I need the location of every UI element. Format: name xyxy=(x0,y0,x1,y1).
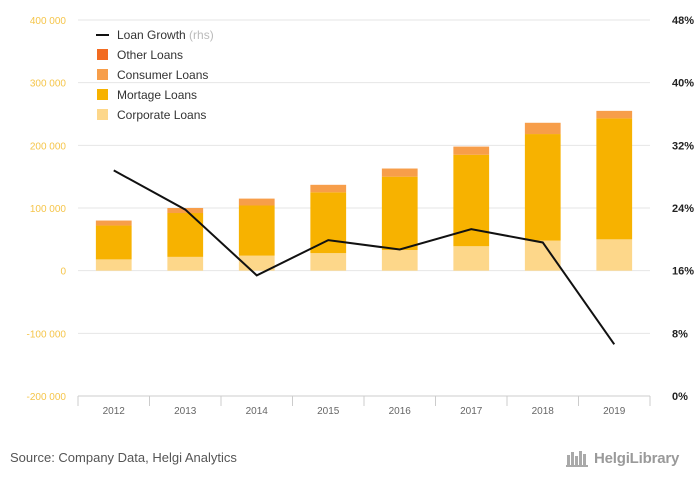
bar-corporate-loans xyxy=(95,259,132,271)
y-right-tick-label: 48% xyxy=(672,15,694,27)
line-loan-growth xyxy=(113,169,616,345)
y-right-tick-label: 24% xyxy=(672,203,694,215)
chart-svg: 400 000 300 000 200 000 100 000 0 -100 000 -20… xyxy=(27,15,695,417)
legend-label: Loan Growth (rhs) xyxy=(117,28,214,42)
y-left-tick-label: 200 000 xyxy=(30,141,67,152)
y-left-tick-label: -100 000 xyxy=(27,329,67,340)
bar-corporate-loans xyxy=(453,246,490,271)
bar-mortage-loans xyxy=(310,192,347,254)
legend-swatch xyxy=(97,49,108,60)
bar-consumer-loans xyxy=(95,220,132,226)
legend-swatch xyxy=(97,69,108,80)
y-left-tick-label: -200 000 xyxy=(27,392,67,403)
bar-consumer-loans xyxy=(310,184,347,193)
x-tick-label: 2018 xyxy=(532,406,555,417)
y-right-tick-label: 40% xyxy=(672,78,694,90)
brand-name: HelgiLibrary xyxy=(594,449,680,467)
bar-corporate-loans xyxy=(596,239,633,271)
y-left-tick-label: 100 000 xyxy=(30,204,67,215)
y-left-tick-label: 0 xyxy=(60,267,66,278)
bar-mortage-loans xyxy=(95,225,132,260)
bar-corporate-loans xyxy=(167,256,204,271)
bar-mortage-loans xyxy=(167,213,204,257)
legend-swatch xyxy=(97,109,108,120)
legend-suffix: (rhs) xyxy=(186,28,214,42)
x-tick-label: 2016 xyxy=(389,406,412,417)
x-tick-label: 2019 xyxy=(603,406,626,417)
y-left-tick-label: 400 000 xyxy=(30,16,67,27)
x-tick-label: 2015 xyxy=(317,406,340,417)
bar-consumer-loans xyxy=(596,110,633,119)
y-right-tick-label: 8% xyxy=(672,328,688,340)
y-right-tick-label: 16% xyxy=(672,266,694,278)
source-note: Source: Company Data, Helgi Analytics xyxy=(10,450,237,465)
legend-label: Other Loans xyxy=(117,48,183,62)
bar-corporate-loans xyxy=(310,253,347,271)
x-tick-label: 2013 xyxy=(174,406,197,417)
y-right-tick-label: 0% xyxy=(672,391,688,403)
bar-mortage-loans xyxy=(524,134,561,241)
legend-label: Corporate Loans xyxy=(117,108,206,122)
y-left-tick-label: 300 000 xyxy=(30,79,67,90)
bar-mortage-loans xyxy=(381,176,418,250)
bar-corporate-loans xyxy=(524,240,561,271)
helgi-library-logo: HelgiLibrary xyxy=(566,449,679,467)
bar-mortage-loans xyxy=(596,118,633,240)
legend-label: Mortage Loans xyxy=(117,88,197,102)
bar-consumer-loans xyxy=(381,168,418,177)
x-tick-label: 2012 xyxy=(103,406,126,417)
x-tick-label: 2017 xyxy=(460,406,483,417)
x-tick-label: 2014 xyxy=(246,406,269,417)
legend-label: Consumer Loans xyxy=(117,68,208,82)
bar-mortage-loans xyxy=(238,205,275,256)
bar-consumer-loans xyxy=(524,122,561,135)
bar-consumer-loans xyxy=(238,198,275,206)
y-right-tick-label: 32% xyxy=(672,140,694,152)
bar-consumer-loans xyxy=(453,146,490,155)
library-icon xyxy=(566,451,588,467)
bar-corporate-loans xyxy=(381,249,418,271)
legend-swatch xyxy=(97,89,108,100)
